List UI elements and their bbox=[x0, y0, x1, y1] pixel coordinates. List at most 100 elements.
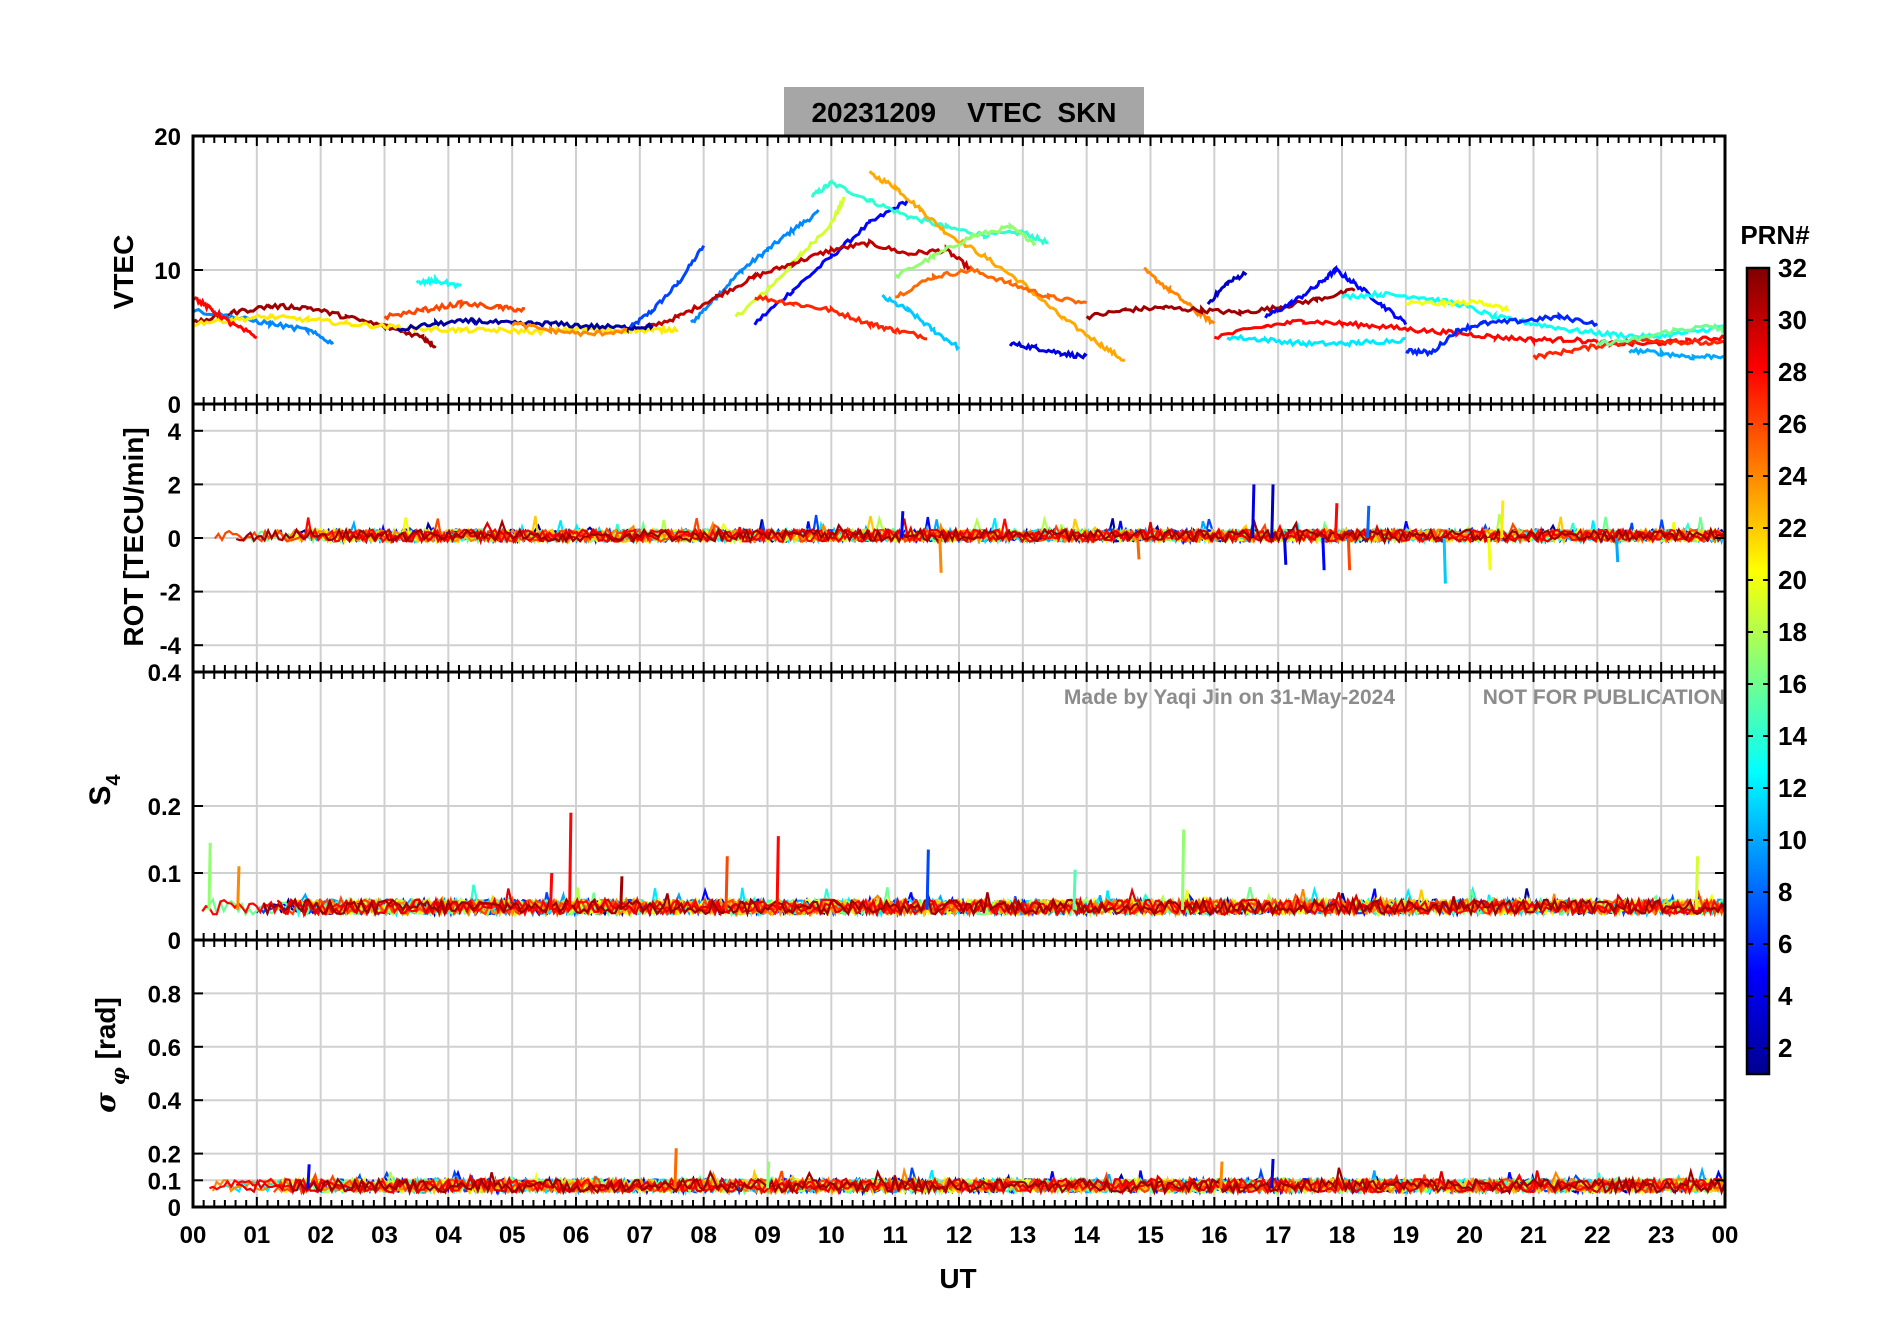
y-tick-label: 0.8 bbox=[148, 981, 181, 1008]
sigma-series-prn-31 bbox=[288, 1167, 1725, 1197]
y-tick-label: 0.2 bbox=[148, 1142, 181, 1169]
vtec-series-prn-7 bbox=[626, 245, 706, 332]
vtec-series-prn-11 bbox=[881, 293, 961, 352]
x-tick-label: 23 bbox=[1648, 1222, 1675, 1249]
colorbar-tick-label: 18 bbox=[1778, 617, 1807, 647]
vtec-series-prn-10 bbox=[1628, 346, 1725, 361]
x-tick-label: 16 bbox=[1201, 1222, 1228, 1249]
rot-spike bbox=[1321, 537, 1326, 571]
rot-ylabel: ROT [TECU/min] bbox=[118, 427, 149, 646]
y-tick-label: -2 bbox=[160, 580, 181, 607]
colorbar-tick-label: 10 bbox=[1778, 825, 1807, 855]
colorbar-tick-label: 2 bbox=[1778, 1033, 1792, 1063]
vtec-series-prn-23 bbox=[868, 170, 1126, 362]
x-tick-label: 12 bbox=[946, 1222, 973, 1249]
x-tick-label: 22 bbox=[1584, 1222, 1611, 1249]
vtec-series-prn-13 bbox=[415, 273, 462, 290]
s4-spike bbox=[775, 836, 780, 910]
vtec-series-prn-5 bbox=[1264, 264, 1408, 326]
rot-spike bbox=[1136, 537, 1141, 560]
colorbar-tick-label: 6 bbox=[1778, 929, 1792, 959]
vtec-series-prn-4 bbox=[1008, 340, 1088, 360]
y-tick-label: 0.4 bbox=[148, 1088, 182, 1115]
rot-spike bbox=[1487, 537, 1492, 571]
s4-spike bbox=[1072, 869, 1077, 910]
watermark-notice: NOT FOR PUBLICATION bbox=[1483, 686, 1725, 709]
colorbar-tick-label: 26 bbox=[1778, 409, 1807, 439]
x-tick-label: 19 bbox=[1392, 1222, 1419, 1249]
vtec-series-prn-6 bbox=[1405, 311, 1599, 358]
y-tick-label: 0.4 bbox=[148, 660, 182, 687]
y-tick-label: 0.2 bbox=[148, 794, 181, 821]
y-tick-label: 0 bbox=[168, 1195, 181, 1222]
vtec-series-prn-30 bbox=[638, 238, 973, 332]
s4-spike bbox=[1180, 829, 1186, 910]
s4-spike bbox=[236, 866, 241, 910]
axes: 00.10.2 0.4 0.6 0.8 bbox=[148, 938, 1727, 1222]
s4-spike bbox=[548, 872, 554, 910]
sigma-spike bbox=[1219, 1161, 1224, 1189]
x-tick-label: 02 bbox=[307, 1222, 334, 1249]
rot-spike bbox=[1366, 505, 1371, 539]
sigma-spike bbox=[1270, 1158, 1275, 1189]
title-background bbox=[784, 87, 1144, 136]
y-tick-label: 0.1 bbox=[148, 1168, 181, 1195]
x-tick-label: 03 bbox=[371, 1222, 398, 1249]
y-tick-label: 20 bbox=[154, 124, 181, 151]
vtec-series-prn-12 bbox=[1226, 333, 1407, 349]
rot-panel: -4 -2 0 2 4 bbox=[160, 402, 1727, 674]
x-tick-label: 04 bbox=[435, 1222, 462, 1249]
vtec-series-prn-28 bbox=[1213, 318, 1725, 348]
data-layer bbox=[201, 812, 1725, 919]
y-tick-label: 0.1 bbox=[148, 861, 181, 888]
colorbar-tick-label: 24 bbox=[1778, 461, 1807, 491]
rot-spike bbox=[1334, 503, 1339, 539]
x-tick-label: 20 bbox=[1456, 1222, 1483, 1249]
rot-spike bbox=[1346, 537, 1352, 571]
s4-spike bbox=[724, 856, 729, 910]
x-tick-label: 18 bbox=[1329, 1222, 1356, 1249]
colorbar-tick-label: 16 bbox=[1778, 669, 1807, 699]
x-tick-label: 08 bbox=[690, 1222, 717, 1249]
vtec-series-prn-16 bbox=[1596, 322, 1725, 347]
colorbar-gradient bbox=[1745, 266, 1771, 1076]
y-tick-label: 0 bbox=[168, 392, 181, 419]
rot-spike bbox=[1442, 537, 1447, 584]
rot-spike bbox=[1283, 537, 1288, 565]
x-tick-label: 15 bbox=[1137, 1222, 1164, 1249]
x-tick-label: 09 bbox=[754, 1222, 781, 1249]
s4-spike bbox=[1694, 856, 1700, 910]
sigma-phi-panel: 00.10.2 0.4 0.6 0.8 bbox=[148, 938, 1727, 1222]
vtec-series-prn-26 bbox=[383, 299, 526, 321]
x-tick-label: 00 bbox=[180, 1222, 207, 1249]
rot-series-prn-31 bbox=[235, 518, 1725, 546]
x-tick-label: 00 bbox=[1712, 1222, 1739, 1249]
x-tick-label: 05 bbox=[499, 1222, 526, 1249]
x-tick-label: 07 bbox=[626, 1222, 653, 1249]
vtec-series-prn-21 bbox=[193, 312, 679, 337]
vtec-series-prn-27 bbox=[1532, 337, 1725, 361]
colorbar-tick-label: 8 bbox=[1778, 877, 1792, 907]
colorbar-label: PRN# bbox=[1740, 220, 1810, 250]
colorbar-tick-label: 30 bbox=[1778, 305, 1807, 335]
y-tick-label: 0 bbox=[168, 928, 181, 955]
sigma-phi-ylabel: σ φ [rad] bbox=[89, 997, 130, 1113]
vtec-series-prn-31 bbox=[193, 302, 437, 349]
s4-panel: 0 0.1 0.2 0.4 bbox=[148, 660, 1727, 955]
x-axis-label: UT bbox=[939, 1263, 976, 1294]
vtec-series-prn-24 bbox=[1143, 266, 1216, 326]
rot-spike bbox=[1614, 537, 1620, 563]
y-tick-label: 0.6 bbox=[148, 1035, 181, 1062]
rot-spike bbox=[1270, 484, 1275, 539]
sigma-spike bbox=[673, 1148, 678, 1189]
sigma-spike bbox=[766, 1161, 771, 1189]
vtec-series-prn-27 bbox=[754, 294, 928, 341]
vtec-series-prn-28 bbox=[193, 296, 258, 340]
data-layer bbox=[193, 170, 1725, 362]
colorbar-tick-label: 20 bbox=[1778, 565, 1807, 595]
x-tick-label: 10 bbox=[818, 1222, 845, 1249]
rot-spike bbox=[1500, 500, 1505, 539]
colorbar-tick-label: 14 bbox=[1778, 721, 1807, 751]
